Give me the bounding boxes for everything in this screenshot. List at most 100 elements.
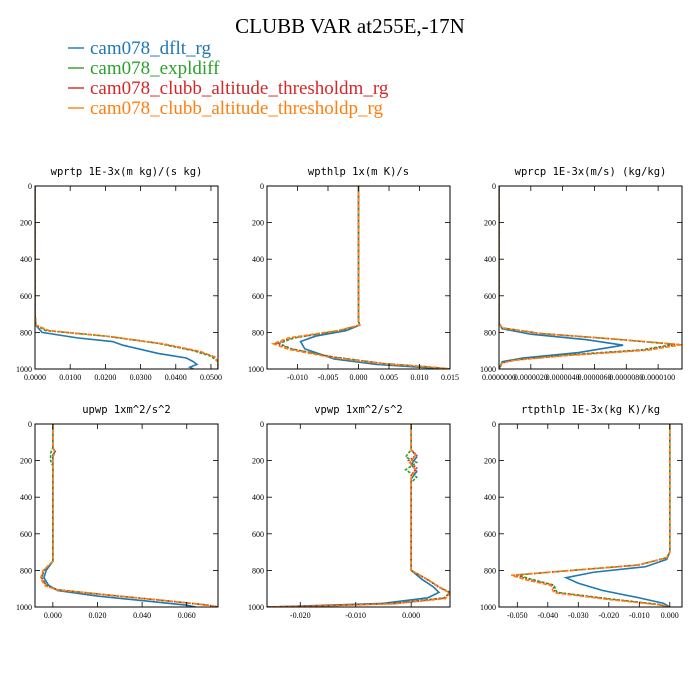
x-tick-label: 0.000	[402, 611, 420, 620]
x-tick-label: 0.0000060	[577, 373, 611, 382]
x-tick-label: 0.0000100	[641, 373, 675, 382]
series-line-cam078-dflt-rg	[499, 186, 624, 369]
series-line-cam078-expldiff	[517, 424, 671, 607]
series-line-cam078-clubb-altitude-thresholdm-rg	[35, 186, 218, 369]
series-line-cam078-clubb-altitude-thresholdp-rg	[267, 424, 450, 607]
series-line-cam078-clubb-altitude-thresholdp-rg	[499, 186, 682, 369]
y-tick-label: 400	[484, 493, 496, 502]
y-tick-label: 200	[484, 219, 496, 228]
series-line-cam078-clubb-altitude-thresholdm-rg	[499, 186, 679, 369]
y-tick-label: 600	[484, 292, 496, 301]
x-tick-label: -0.005	[318, 373, 339, 382]
plot-frame	[498, 423, 683, 608]
legend-label: cam078_clubb_altitude_thresholdp_rg	[90, 98, 384, 119]
y-tick-label: 1000	[16, 365, 32, 374]
series-line-cam078-clubb-altitude-thresholdm-rg	[40, 424, 218, 607]
y-tick-label: 800	[252, 328, 264, 337]
x-tick-label: 0.0000040	[546, 373, 580, 382]
x-tick-label: 0.0100	[59, 373, 81, 382]
x-tick-label: 0.010	[411, 373, 429, 382]
x-tick-label: 0.0300	[130, 373, 152, 382]
legend-entry: cam078_clubb_altitude_thresholdp_rg	[68, 98, 384, 119]
y-tick-label: 0	[260, 182, 264, 191]
y-tick-label: 600	[252, 530, 264, 539]
y-tick-label: 400	[484, 255, 496, 264]
y-tick-label: 800	[484, 566, 496, 575]
y-tick-label: 400	[20, 493, 32, 502]
x-tick-label: -0.020	[598, 611, 619, 620]
y-tick-label: 200	[484, 457, 496, 466]
y-tick-label: 200	[20, 457, 32, 466]
y-tick-label: 400	[20, 255, 32, 264]
series-line-cam078-expldiff	[40, 424, 218, 607]
y-tick-label: 600	[484, 530, 496, 539]
y-tick-label: 200	[252, 219, 264, 228]
panel-title: vpwp 1xm^2/s^2	[314, 404, 403, 416]
series-line-cam078-clubb-altitude-thresholdm-rg	[514, 424, 671, 607]
y-tick-label: 800	[252, 566, 264, 575]
y-tick-label: 0	[492, 182, 496, 191]
x-tick-label: 0.0000080	[609, 373, 643, 382]
y-tick-label: 1000	[480, 603, 496, 612]
series-line-cam078-clubb-altitude-thresholdp-rg	[270, 186, 450, 369]
panels: wprtp 1E-3x(m kg)/(s kg) 0 200 400 600 800 100…	[16, 166, 683, 620]
panel-title: wprcp 1E-3x(m/s) (kg/kg)	[515, 166, 667, 178]
x-tick-label: 0.000	[350, 373, 368, 382]
series-line-cam078-clubb-altitude-thresholdp-rg	[35, 186, 218, 369]
x-tick-label: 0.020	[88, 611, 106, 620]
x-tick-label: 0.0400	[165, 373, 187, 382]
plot-frame	[34, 423, 219, 608]
legend-label: cam078_expldiff	[90, 58, 220, 79]
legend-entry: cam078_dflt_rg	[68, 38, 212, 59]
y-tick-label: 0	[260, 420, 264, 429]
x-tick-label: 0.000	[661, 611, 679, 620]
series-line-cam078-dflt-rg	[563, 424, 671, 607]
series-line-cam078-clubb-altitude-thresholdp-rg	[510, 424, 671, 607]
x-tick-label: 0.040	[133, 611, 151, 620]
series-line-cam078-clubb-altitude-thresholdp-rg	[39, 424, 218, 607]
legend-label: cam078_clubb_altitude_thresholdm_rg	[90, 78, 389, 99]
panel-title: wpthlp 1x(m K)/s	[308, 166, 409, 178]
y-tick-label: 600	[20, 292, 32, 301]
x-tick-label: -0.050	[507, 611, 528, 620]
legend-entry: cam078_expldiff	[68, 58, 220, 79]
y-tick-label: 0	[28, 182, 32, 191]
y-tick-label: 1000	[248, 365, 264, 374]
panel-6: rtpthlp 1E-3x(kg K)/kg 0 200 400 600 800 1000 -…	[480, 404, 683, 620]
x-tick-label: -0.040	[537, 611, 558, 620]
x-tick-label: 0.0000000	[482, 373, 516, 382]
series-line-cam078-expldiff	[277, 186, 450, 369]
y-tick-label: 200	[252, 457, 264, 466]
y-tick-label: 0	[492, 420, 496, 429]
panel-title: rtpthlp 1E-3x(kg K)/kg	[521, 404, 660, 416]
y-tick-label: 800	[484, 328, 496, 337]
panel-4: upwp 1xm^2/s^2 0 200 400 600 800 1000 0.000 0.02…	[16, 404, 219, 620]
series-line-cam078-dflt-rg	[299, 186, 450, 369]
y-tick-label: 600	[20, 530, 32, 539]
panel-2: wpthlp 1x(m K)/s 0 200 400 600 800 1000 -0.010 -…	[248, 166, 459, 382]
x-tick-label: -0.010	[345, 611, 366, 620]
x-tick-label: -0.010	[629, 611, 650, 620]
x-tick-label: 0.0000020	[514, 373, 548, 382]
y-tick-label: 800	[20, 328, 32, 337]
y-tick-label: 600	[252, 292, 264, 301]
x-tick-label: -0.030	[568, 611, 589, 620]
legend: cam078_dflt_rgcam078_expldiffcam078_club…	[68, 38, 389, 119]
y-tick-label: 1000	[480, 365, 496, 374]
plot-frame	[34, 185, 219, 370]
panel-title: upwp 1xm^2/s^2	[82, 404, 171, 416]
x-tick-label: 0.000	[44, 611, 62, 620]
x-tick-label: 0.060	[178, 611, 196, 620]
y-tick-label: 400	[252, 493, 264, 502]
series-line-cam078-dflt-rg	[267, 424, 441, 607]
legend-label: cam078_dflt_rg	[90, 38, 212, 59]
series-line-cam078-expldiff	[35, 186, 218, 369]
panel-1: wprtp 1E-3x(m kg)/(s kg) 0 200 400 600 800 100…	[16, 166, 222, 382]
series-line-cam078-dflt-rg	[43, 424, 196, 607]
plot-frame	[266, 423, 451, 608]
series-line-cam078-dflt-rg	[35, 186, 199, 369]
panel-3: wprcp 1E-3x(m/s) (kg/kg) 0 200 400 600 800 100…	[480, 166, 683, 382]
y-tick-label: 200	[20, 219, 32, 228]
x-tick-label: 0.005	[380, 373, 398, 382]
